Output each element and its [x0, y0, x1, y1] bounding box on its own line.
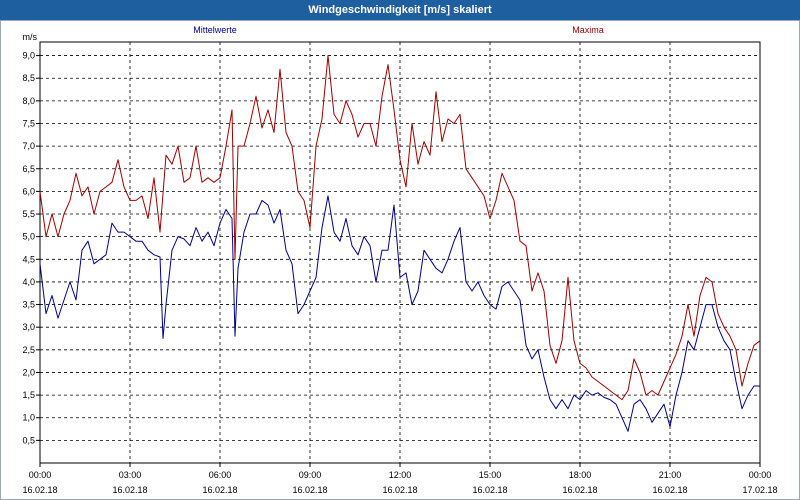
y-tick-label: 3,5	[22, 300, 35, 310]
y-tick-label: 4,0	[22, 277, 35, 287]
y-tick-label: 2,5	[22, 345, 35, 355]
y-tick-label: 0,5	[22, 435, 35, 445]
y-tick-label: 4,5	[22, 254, 35, 264]
y-tick-label: 5,0	[22, 232, 35, 242]
x-tick-time-label: 00:00	[29, 470, 52, 480]
y-tick-label: 8,0	[22, 96, 35, 106]
x-tick-time-label: 15:00	[479, 470, 502, 480]
x-tick-time-label: 09:00	[299, 470, 322, 480]
wind-speed-chart: 0,5 1,0 1,5 2,0 2,5 3,0 3,5 4,0 4,5 5,0 5,5 6,0 6,5 7…	[22, 25, 777, 495]
legend: Mittelwerte Maxima	[193, 25, 604, 35]
series-line-mittelwerte	[39, 195, 760, 432]
x-tick-date-label: 16.02.18	[292, 485, 327, 495]
x-tick-date-label: 16.02.18	[562, 485, 597, 495]
x-tick-date-label: 16.02.18	[472, 485, 507, 495]
plot-frame	[39, 41, 761, 464]
y-tick-label: 2,0	[22, 367, 35, 377]
series-lines	[39, 55, 761, 432]
y-tick-label: 1,0	[22, 413, 35, 423]
x-tick-time-label: 18:00	[569, 470, 592, 480]
y-tick-label: 8,5	[22, 73, 35, 83]
tick-labels: 0,5 1,0 1,5 2,0 2,5 3,0 3,5 4,0 4,5 5,0 5,5 6,0 6,5 7…	[22, 32, 777, 495]
y-tick-label: 6,0	[22, 186, 35, 196]
grid-lines	[40, 42, 760, 463]
window-titlebar: Windgeschwindigkeit [m/s] skaliert	[0, 0, 800, 21]
y-tick-label: 6,5	[22, 164, 35, 174]
y-unit-label: m/s	[23, 32, 38, 42]
x-tick-date-label: 16.02.18	[652, 485, 687, 495]
y-tick-label: 1,5	[22, 390, 35, 400]
axes	[36, 41, 761, 467]
y-tick-label: 9,0	[22, 51, 35, 61]
y-tick-label: 7,5	[22, 118, 35, 128]
x-tick-time-label: 06:00	[209, 470, 232, 480]
legend-mittelwerte: Mittelwerte	[193, 25, 237, 35]
window-title: Windgeschwindigkeit [m/s] skaliert	[308, 4, 492, 16]
x-tick-date-label: 16.02.18	[22, 485, 57, 495]
y-tick-label: 3,0	[22, 322, 35, 332]
y-tick-label: 5,5	[22, 209, 35, 219]
x-tick-time-label: 21:00	[659, 470, 682, 480]
x-tick-date-label: 17.02.18	[742, 485, 777, 495]
series-line-maxima	[39, 55, 761, 401]
x-tick-time-label: 03:00	[119, 470, 142, 480]
y-tick-label: 7,0	[22, 141, 35, 151]
legend-maxima: Maxima	[572, 25, 604, 35]
x-tick-date-label: 16.02.18	[202, 485, 237, 495]
x-tick-time-label: 00:00	[749, 470, 772, 480]
x-tick-date-label: 16.02.18	[112, 485, 147, 495]
x-tick-date-label: 16.02.18	[382, 485, 417, 495]
x-tick-time-label: 12:00	[389, 470, 412, 480]
